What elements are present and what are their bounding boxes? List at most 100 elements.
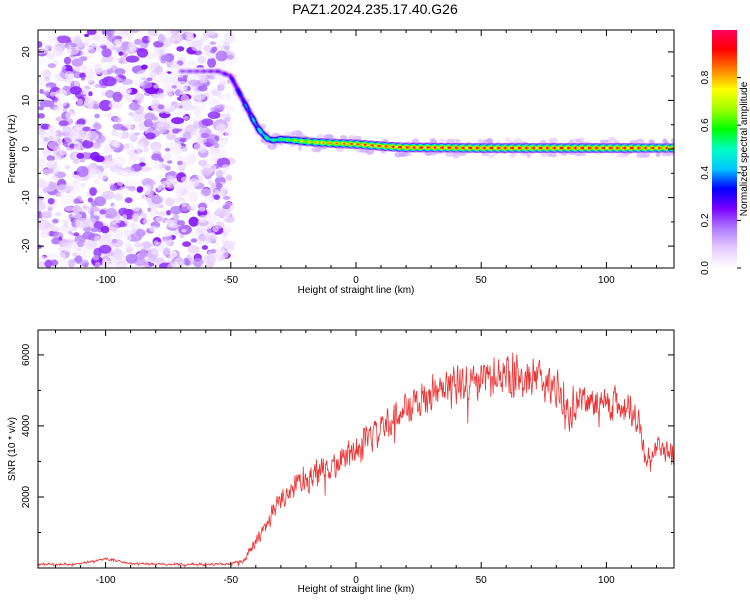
spectrogram-noise-cell — [169, 34, 183, 45]
spectrogram-noise-cell — [169, 171, 176, 176]
spectrogram-noise-cell — [101, 190, 115, 200]
spectrogram-noise-cell — [203, 44, 212, 52]
spectrogram-noise-cell — [82, 205, 87, 209]
spectrogram-noise-cell — [165, 197, 175, 207]
spectrogram-noise-cell — [188, 153, 197, 164]
spectrogram-halo-cell — [599, 139, 609, 144]
spectrogram-noise-cell — [157, 187, 162, 191]
spectrogram-noise-cell — [169, 62, 180, 69]
spectrogram-noise-cell — [132, 125, 140, 130]
spectrogram-noise-cell — [104, 112, 114, 118]
spectrogram-noise-cell — [94, 179, 100, 185]
spectrogram-noise-cell — [211, 46, 218, 53]
spectrogram-halo-cell — [430, 138, 435, 143]
spectrogram-noise-cell — [72, 160, 80, 165]
spectrogram-noise-cell — [179, 233, 185, 239]
spectrogram-noise-cell — [90, 227, 99, 233]
spectrogram-noise-cell — [123, 202, 131, 210]
spectrogram-noise-cell — [168, 93, 173, 98]
spectrogram-noise-cell — [71, 140, 79, 145]
spectrogram-noise-cell — [122, 214, 128, 221]
spectrogram-noise-cell — [219, 80, 227, 86]
spectrogram-noise-cell — [173, 197, 186, 205]
spectrogram-noise-cell — [224, 130, 233, 139]
spectrogram-track-layer — [176, 67, 674, 153]
spectrogram-noise-cell — [180, 176, 191, 183]
spectrogram-halo-cell — [297, 144, 303, 152]
spectrogram-noise-cell — [218, 250, 229, 259]
spectrogram-noise-cell — [149, 70, 157, 79]
spectrogram-noise-cell — [85, 38, 92, 44]
spectrogram-noise-cell — [47, 207, 53, 212]
spectrogram-noise-cell — [94, 113, 100, 119]
spectrogram-noise-cell — [109, 184, 118, 191]
spectrogram-noise-cell — [167, 160, 173, 164]
spectrogram-noise-cell — [81, 246, 91, 254]
spectrogram-noise-cell — [222, 171, 228, 176]
spectrogram-noise-cell — [197, 56, 207, 64]
spectrogram-noise-cell — [50, 259, 59, 267]
spectrogram-noise-cell — [181, 202, 188, 208]
spectrogram-noise-cell — [146, 180, 156, 187]
spectrogram-noise-cell — [132, 79, 145, 87]
spectrogram-noise-cell — [123, 143, 130, 149]
spectrogram-noise-cell — [171, 117, 185, 125]
spectrogram-noise-cell — [130, 223, 141, 230]
spectrogram-noise-cell — [221, 164, 230, 172]
spectrogram-noise-cell — [212, 226, 219, 233]
spectrogram-noise-cell — [137, 155, 148, 163]
spectrogram-halo-cell — [398, 152, 408, 157]
spectrogram-noise-cell — [148, 243, 154, 248]
spectrogram-halo-cell — [670, 152, 674, 156]
spectrogram-noise-cell — [148, 262, 155, 267]
spectrogram-noise-cell — [38, 77, 46, 86]
spectrogram-noise-cell — [163, 83, 175, 93]
spectrogram-noise-cell — [177, 160, 183, 166]
spectrogram-halo-cell — [635, 138, 645, 145]
spectrogram-noise-cell — [179, 137, 187, 143]
spectrogram-noise-cell — [100, 58, 107, 63]
spectrogram-noise-cell — [59, 258, 70, 268]
spectrogram-noise-cell — [190, 130, 202, 139]
spectrogram-noise-cell — [176, 188, 187, 196]
spectrogram-noise-cell — [55, 89, 67, 98]
spectrogram-noise-cell — [187, 245, 200, 254]
spectrogram-noise-cell — [183, 60, 192, 69]
spectrogram-noise-cell — [164, 147, 171, 152]
spectrogram-noise-cell — [213, 142, 220, 149]
spectrogram-noise-cell — [59, 227, 70, 234]
spectrogram-noise-cell — [226, 30, 233, 37]
spectrogram-noise-cell — [56, 35, 71, 44]
spectrogram-noise-cell — [199, 159, 209, 168]
spectrogram-noise-cell — [137, 48, 149, 58]
spectrogram-noise-cell — [118, 51, 124, 56]
spectrogram-halo-cell — [477, 139, 486, 143]
spectrogram-noise-cell — [226, 209, 231, 214]
spectrogram-noise-cell — [184, 192, 193, 198]
spectrogram-noise-cell — [53, 76, 63, 82]
spectrogram-noise-cell — [65, 110, 74, 120]
spectrogram-noise-cell — [80, 182, 86, 189]
spectrogram-noise-layer — [38, 30, 674, 268]
snr-x-tick-label: -50 — [224, 575, 239, 586]
spectrogram-noise-cell — [57, 97, 68, 107]
spectrogram-noise-cell — [88, 84, 95, 89]
spectrogram-noise-cell — [108, 101, 123, 109]
spectrogram-halo-cell — [340, 135, 347, 140]
spectrogram-halo-cell — [487, 152, 495, 159]
spectrogram-noise-cell — [63, 222, 69, 228]
spectrogram-noise-cell — [131, 30, 140, 33]
spectrogram-noise-cell — [216, 123, 227, 132]
spectrogram-noise-cell — [193, 89, 207, 101]
spectrogram-noise-cell — [146, 77, 153, 82]
spectrogram-noise-cell — [137, 142, 145, 150]
spectrogram-noise-cell — [147, 36, 157, 43]
spectrogram-noise-cell — [181, 99, 192, 111]
spectrogram-noise-cell — [197, 85, 208, 92]
spectrogram-halo-cell — [607, 136, 617, 144]
spectrogram-noise-cell — [98, 99, 113, 112]
figure-title: PAZ1.2024.235.17.40.G26 — [292, 1, 458, 17]
spectrogram-noise-cell — [114, 156, 126, 166]
spectrogram-noise-cell — [86, 30, 97, 35]
spectrogram-noise-cell — [100, 186, 107, 192]
